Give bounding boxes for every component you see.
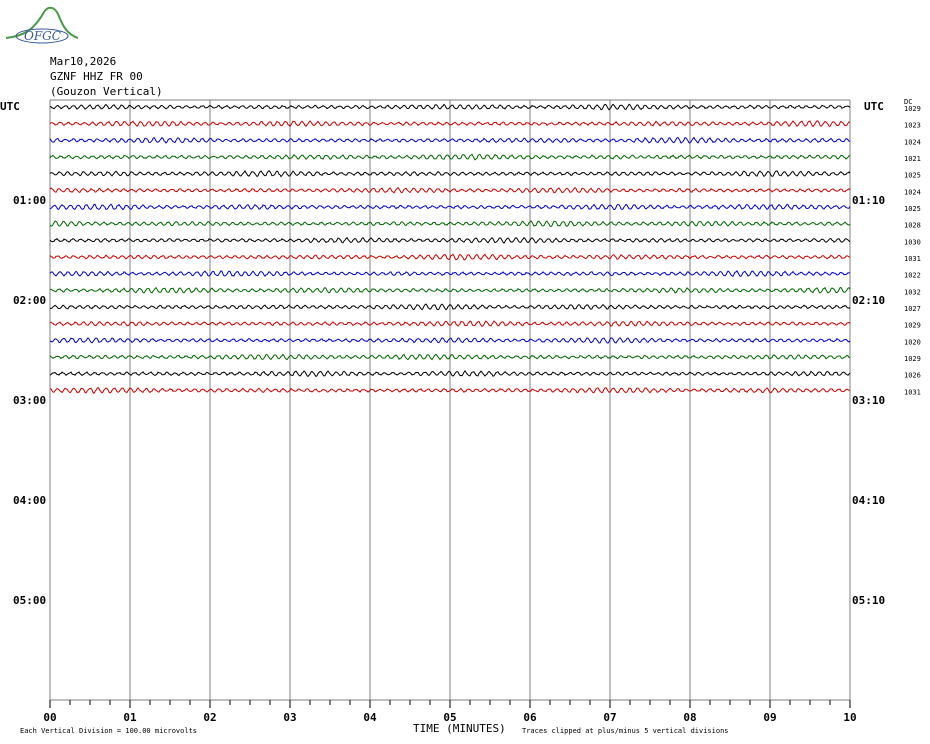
right-utc-title: UTC — [864, 100, 884, 113]
trace-line — [49, 337, 851, 344]
left-utc-title: UTC — [0, 100, 20, 113]
trace-line — [49, 320, 851, 328]
svg-text:OFGC: OFGC — [24, 29, 61, 43]
trace-line — [49, 186, 851, 194]
x-tick-label: 08 — [683, 711, 696, 724]
x-tick-label: 00 — [43, 711, 56, 724]
trace-line — [49, 120, 851, 128]
trace-dc-value: 1025 — [904, 172, 921, 180]
trace-line — [49, 286, 851, 294]
trace-dc-value: 1027 — [904, 305, 921, 313]
trace-line — [49, 386, 851, 395]
right-hour-label: 05:10 — [852, 594, 885, 607]
trace-line — [49, 136, 851, 144]
trace-line — [49, 236, 851, 244]
x-tick-label: 01 — [123, 711, 137, 724]
trace-line — [49, 270, 851, 278]
trace-line — [49, 103, 851, 111]
axis-labels: 00 01 02 03 04 05 06 07 08 09 10 TIME (MINUTES) UTC U… — [0, 98, 921, 735]
trace-line — [49, 370, 851, 378]
left-hour-label: 01:00 — [13, 194, 46, 207]
x-tick-label: 07 — [603, 711, 616, 724]
x-tick-label: 10 — [843, 711, 856, 724]
x-tick-label: 06 — [523, 711, 537, 724]
trace-dc-value: 1032 — [904, 288, 921, 296]
right-hour-label: 02:10 — [852, 294, 885, 307]
trace-line — [49, 253, 851, 261]
trace-line — [49, 169, 851, 178]
trace-dc-value: 1029 — [904, 105, 921, 113]
left-hour-label: 03:00 — [13, 394, 46, 407]
left-hour-label: 02:00 — [13, 294, 46, 307]
x-axis-title: TIME (MINUTES) — [413, 722, 506, 735]
trace-dc-value: 1020 — [904, 338, 921, 346]
trace-dc-value: 1025 — [904, 205, 921, 213]
trace-line — [49, 220, 851, 228]
trace-dc-value: 1021 — [904, 155, 921, 163]
dc-title: DC — [904, 98, 912, 106]
x-tick-label: 09 — [763, 711, 776, 724]
trace-dc-value: 1030 — [904, 238, 921, 246]
x-tick-label: 04 — [363, 711, 377, 724]
right-hour-label: 04:10 — [852, 494, 885, 507]
right-hour-label: 03:10 — [852, 394, 885, 407]
trace-dc-value: 1022 — [904, 272, 921, 280]
trace-dc-value: 1031 — [904, 388, 921, 396]
trace-dc-value: 1023 — [904, 122, 921, 130]
trace-dc-value: 1029 — [904, 322, 921, 330]
x-tick-label: 03 — [283, 711, 296, 724]
footer-clip-note: Traces clipped at plus/minus 5 vertical … — [522, 727, 729, 735]
trace-dc-value: 1028 — [904, 222, 921, 230]
trace-line — [49, 353, 851, 361]
trace-dc-value: 1031 — [904, 255, 921, 263]
trace-line — [49, 303, 851, 311]
seismic-traces — [49, 103, 851, 395]
left-hour-label: 05:00 — [13, 594, 46, 607]
trace-dc-value: 1024 — [904, 188, 921, 196]
trace-dc-value: 1029 — [904, 355, 921, 363]
trace-line — [49, 203, 851, 211]
trace-dc-value: 1026 — [904, 372, 921, 380]
trace-line — [49, 153, 851, 161]
station-description: (Gouzon Vertical) — [50, 85, 163, 98]
ofgc-logo: OFGC — [5, 6, 79, 44]
x-tick-label: 02 — [203, 711, 216, 724]
time-grid — [49, 99, 851, 708]
footer-scale-note: Each Vertical Division = 100.00 microvol… — [20, 727, 197, 735]
x-tick-label: 05 — [443, 711, 456, 724]
right-hour-label: 01:10 — [852, 194, 885, 207]
left-hour-label: 04:00 — [13, 494, 46, 507]
station-label: GZNF HHZ FR 00 — [50, 70, 143, 83]
date-label: Mar10,2026 — [50, 55, 117, 68]
trace-dc-value: 1024 — [904, 138, 921, 146]
